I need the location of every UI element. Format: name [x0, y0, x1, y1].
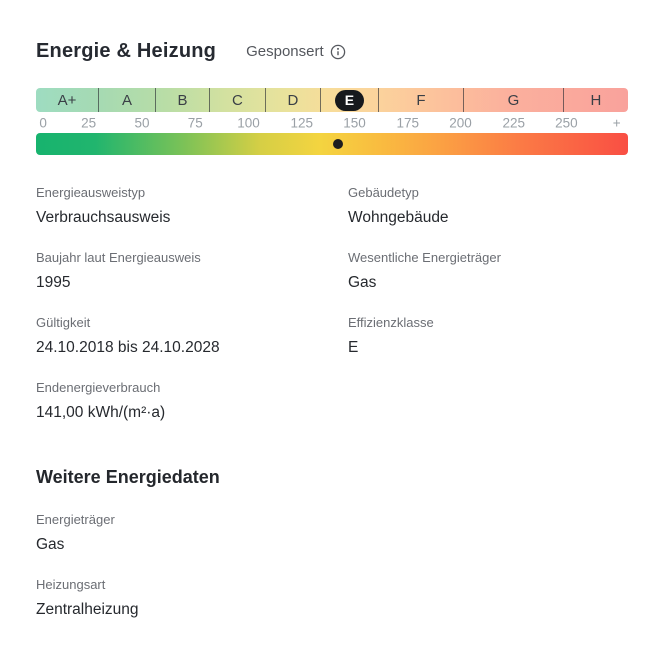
field-label: Endenergieverbrauch: [36, 380, 161, 395]
scale-tick: 100: [237, 115, 260, 130]
more-energy-data-title: Weitere Energiedaten: [36, 467, 220, 487]
field-energietraeger-wesentlich: Wesentliche Energieträger Gas: [348, 250, 628, 293]
class-label: G: [507, 91, 520, 109]
energy-class-segment-e-selected: E: [319, 88, 378, 112]
energy-class-segment-f: F: [377, 88, 463, 112]
scale-tick-row: 0 25 50 75 100 125 150 175 200 225 250 +: [36, 112, 628, 133]
scale-tick: 50: [134, 115, 150, 130]
field-value: Zentralheizung: [36, 601, 139, 618]
field-effizienzklasse: Effizienzklasse E: [348, 315, 628, 358]
field-value: 141,00 kWh/(m²·a): [36, 404, 166, 421]
scale-tick-plus: +: [612, 115, 621, 130]
field-endenergieverbrauch: Endenergieverbrauch 141,00 kWh/(m²·a): [36, 380, 348, 423]
scale-tick: 150: [343, 115, 366, 130]
class-label: F: [416, 91, 426, 109]
scale-tick: 0: [39, 115, 47, 130]
field-value: Gas: [348, 274, 377, 291]
field-label: Heizungsart: [36, 577, 106, 592]
consumption-marker-dot: [332, 139, 343, 149]
scale-tick: 250: [555, 115, 578, 130]
field-label: Gebäudetyp: [348, 185, 419, 200]
energy-details: Energieausweistyp Verbrauchsausweis Gebä…: [36, 185, 628, 423]
energy-class-segment-h: H: [562, 88, 628, 112]
class-label: C: [232, 91, 243, 109]
scale-tick: 225: [502, 115, 525, 130]
sponsored-label: Gesponsert: [246, 43, 324, 60]
field-value: Verbrauchsausweis: [36, 209, 171, 226]
energy-class-segment-g: G: [462, 88, 563, 112]
energy-efficiency-scale: A+ A B C D E F G H: [36, 88, 628, 155]
section-title: Energie & Heizung: [36, 40, 217, 62]
scale-tick: 200: [449, 115, 472, 130]
energy-class-segment-d: D: [264, 88, 320, 112]
sponsored-tag: Gesponsert: [246, 43, 346, 60]
field-label: Baujahr laut Energieausweis: [36, 250, 201, 265]
field-label: Gültigkeit: [36, 315, 91, 330]
scale-tick: 125: [290, 115, 314, 130]
field-baujahr: Baujahr laut Energieausweis 1995: [36, 250, 348, 293]
field-label: Wesentliche Energieträger: [348, 250, 501, 265]
class-label: A+: [57, 91, 77, 109]
info-icon[interactable]: [330, 44, 346, 60]
field-heizungsart: Heizungsart Zentralheizung: [36, 577, 628, 620]
field-value: 24.10.2018 bis 24.10.2028: [36, 339, 220, 356]
scale-tick: 75: [187, 115, 203, 130]
detail-row: Baujahr laut Energieausweis 1995 Wesentl…: [36, 250, 628, 293]
scale-tick: 175: [396, 115, 420, 130]
field-value: Gas: [36, 536, 65, 553]
detail-row: Energieausweistyp Verbrauchsausweis Gebä…: [36, 185, 628, 228]
selected-class-badge: E: [334, 89, 364, 111]
field-label: Energieträger: [36, 512, 115, 527]
energy-class-segment-a-plus: A+: [36, 88, 98, 112]
field-value: 1995: [36, 274, 71, 291]
section-header: Energie & Heizung Gesponsert: [36, 40, 628, 63]
class-label: D: [287, 91, 299, 109]
field-label: Energieausweistyp: [36, 185, 146, 200]
field-energietraeger: Energieträger Gas: [36, 512, 628, 555]
field-gebaeudetyp: Gebäudetyp Wohngebäude: [348, 185, 628, 228]
class-label: B: [177, 91, 188, 109]
energy-gradient-bar: [36, 133, 628, 155]
field-value: Wohngebäude: [348, 209, 449, 226]
energy-class-segment-c: C: [208, 88, 265, 112]
scale-tick: 25: [81, 115, 97, 130]
energy-class-segment-a: A: [97, 88, 155, 112]
class-label: H: [590, 91, 602, 109]
field-label: Effizienzklasse: [348, 315, 434, 330]
class-label: A: [121, 91, 132, 109]
field-value: E: [348, 339, 359, 356]
detail-row: Endenergieverbrauch 141,00 kWh/(m²·a): [36, 380, 628, 423]
energy-class-segment-b: B: [154, 88, 209, 112]
field-gueltigkeit: Gültigkeit 24.10.2018 bis 24.10.2028: [36, 315, 348, 358]
field-energieausweistyp: Energieausweistyp Verbrauchsausweis: [36, 185, 348, 228]
energy-class-band: A+ A B C D E F G H: [36, 88, 628, 112]
detail-row: Gültigkeit 24.10.2018 bis 24.10.2028 Eff…: [36, 315, 628, 358]
